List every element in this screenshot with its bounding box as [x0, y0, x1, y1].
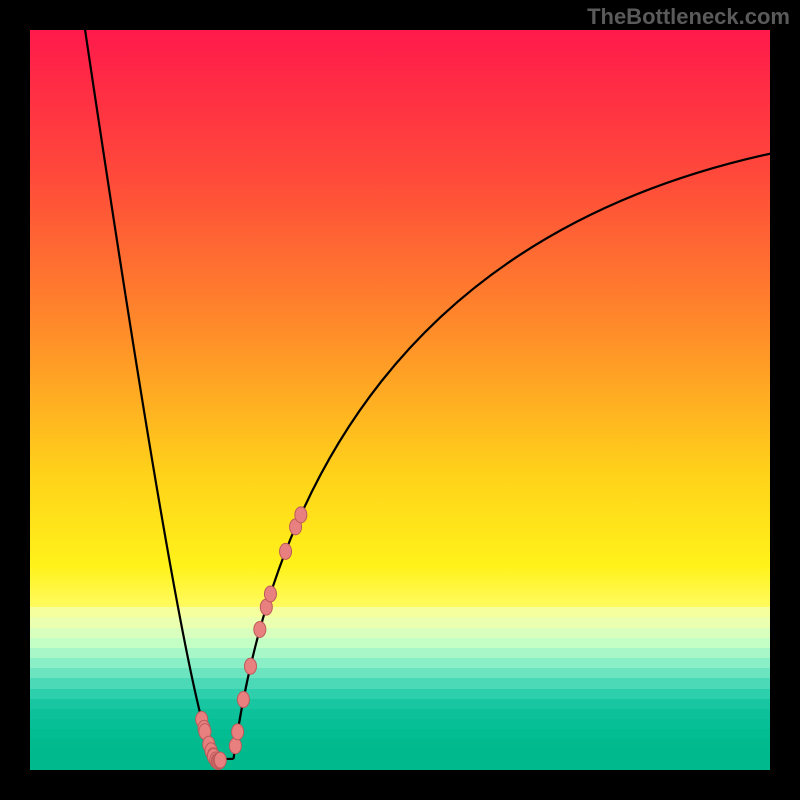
- figure-container: TheBottleneck.com: [0, 0, 800, 800]
- data-marker: [229, 738, 241, 754]
- data-marker: [254, 621, 266, 637]
- curve-segment: [234, 152, 771, 759]
- plot-area: [30, 30, 770, 770]
- data-marker: [244, 658, 256, 674]
- data-marker: [232, 724, 244, 740]
- data-marker: [264, 586, 276, 602]
- data-marker: [280, 543, 292, 559]
- data-marker: [295, 507, 307, 523]
- data-marker: [237, 692, 249, 708]
- data-marker: [214, 752, 226, 768]
- chart-overlay: [30, 30, 770, 770]
- watermark-text: TheBottleneck.com: [587, 4, 790, 30]
- curve-segment: [82, 30, 221, 762]
